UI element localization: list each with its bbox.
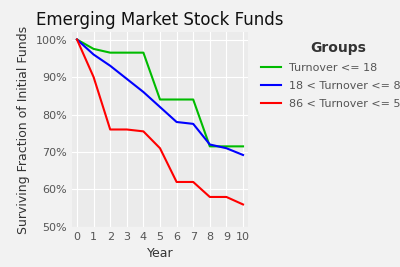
18 < Turnover <= 86 [191,122,196,125]
86 < Turnover <= 517 [191,180,196,184]
Turnover <= 18 [191,98,196,101]
Line: Turnover <= 18: Turnover <= 18 [77,40,243,146]
86 < Turnover <= 517 [74,38,79,41]
86 < Turnover <= 517 [224,195,229,199]
86 < Turnover <= 517 [108,128,112,131]
18 < Turnover <= 86 [124,77,129,80]
Turnover <= 18 [158,98,162,101]
Turnover <= 18 [224,145,229,148]
86 < Turnover <= 517 [141,130,146,133]
Y-axis label: Surviving Fraction of Initial Funds: Surviving Fraction of Initial Funds [17,25,30,234]
Turnover <= 18 [174,98,179,101]
Turnover <= 18 [208,145,212,148]
18 < Turnover <= 86 [174,120,179,124]
Turnover <= 18 [241,145,246,148]
18 < Turnover <= 86 [224,147,229,150]
86 < Turnover <= 517 [174,180,179,184]
86 < Turnover <= 517 [124,128,129,131]
86 < Turnover <= 517 [241,203,246,206]
18 < Turnover <= 86 [74,38,79,41]
18 < Turnover <= 86 [241,153,246,156]
Line: 18 < Turnover <= 86: 18 < Turnover <= 86 [77,40,243,155]
Title: Emerging Market Stock Funds: Emerging Market Stock Funds [36,11,284,29]
Turnover <= 18 [108,51,112,54]
Legend: Turnover <= 18, 18 < Turnover <= 86, 86 < Turnover <= 517: Turnover <= 18, 18 < Turnover <= 86, 86 … [260,41,400,109]
18 < Turnover <= 86 [158,105,162,109]
86 < Turnover <= 517 [208,195,212,199]
Turnover <= 18 [141,51,146,54]
Turnover <= 18 [91,47,96,50]
86 < Turnover <= 517 [91,75,96,78]
86 < Turnover <= 517 [158,147,162,150]
Turnover <= 18 [124,51,129,54]
X-axis label: Year: Year [147,247,173,260]
18 < Turnover <= 86 [141,91,146,94]
Turnover <= 18 [74,38,79,41]
18 < Turnover <= 86 [91,53,96,56]
18 < Turnover <= 86 [208,143,212,146]
Line: 86 < Turnover <= 517: 86 < Turnover <= 517 [77,40,243,205]
18 < Turnover <= 86 [108,64,112,67]
